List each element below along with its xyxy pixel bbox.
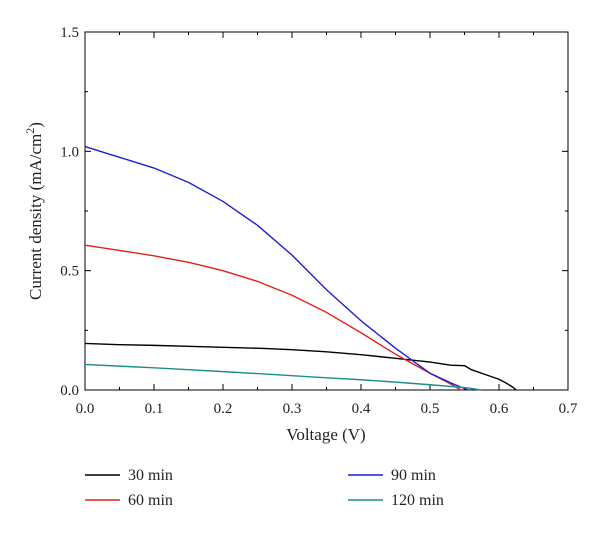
legend: 30 min 60 min 90 min 120 min (85, 467, 444, 509)
y-tick-label: 1.0 (60, 144, 79, 160)
legend-label: 30 min (128, 467, 173, 484)
series-line-3 (84, 145, 469, 391)
x-tick-label: 0.6 (490, 401, 509, 417)
legend-label: 60 min (128, 492, 173, 509)
y-tick-label: 0.5 (60, 264, 79, 280)
x-tick-label: 0.4 (352, 401, 371, 417)
y-axis-title-main: Current density (mA/cm (26, 134, 45, 300)
y-axis-title: Current density (mA/cm2) (23, 122, 45, 300)
y-axis-title-sup: 2 (23, 128, 37, 134)
x-axis-title: Voltage (V) (286, 425, 365, 444)
x-tick-label: 0.3 (283, 401, 302, 417)
x-tick-label: 0.5 (421, 401, 440, 417)
legend-label: 90 min (391, 467, 436, 484)
y-tick-label: 1.5 (60, 25, 79, 41)
x-tick-label: 0.0 (76, 401, 95, 417)
y-tick-label: 0.0 (60, 383, 79, 399)
y-axis-title-close: ) (26, 122, 45, 128)
tick-labels: 0.0 0.1 0.2 0.3 0.4 0.5 0.6 0.7 0.0 0.5 1.0 1.5 (60, 25, 578, 417)
x-tick-label: 0.2 (214, 401, 233, 417)
axis-ticks (84, 31, 569, 391)
x-tick-label: 0.1 (145, 401, 164, 417)
series-line-2 (84, 244, 462, 391)
series-layer (84, 145, 517, 391)
legend-label: 120 min (391, 492, 444, 509)
x-tick-label: 0.7 (559, 401, 578, 417)
series-line-4 (84, 363, 482, 391)
series-line-1 (84, 342, 517, 391)
plot-frame (84, 31, 569, 391)
